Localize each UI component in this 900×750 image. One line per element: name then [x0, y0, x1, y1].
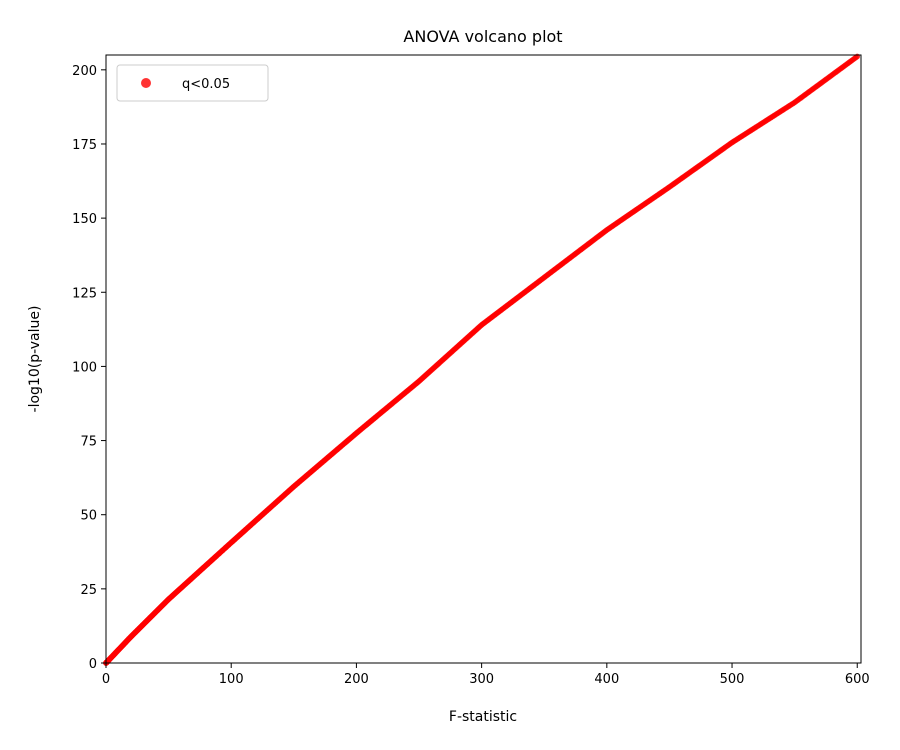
x-tick-label: 400 [594, 672, 619, 687]
x-tick-label: 600 [845, 672, 870, 687]
x-axis: 0 100 200 300 400 500 600 [102, 663, 870, 687]
y-tick-label: 75 [80, 435, 97, 450]
y-tick-label: 150 [72, 212, 97, 227]
x-tick-label: 200 [344, 672, 369, 687]
legend-marker [141, 78, 151, 88]
x-tick-label: 0 [102, 672, 110, 687]
chart-title: ANOVA volcano plot [403, 27, 562, 46]
y-tick-label: 50 [80, 509, 97, 524]
y-tick-label: 125 [72, 286, 97, 301]
x-tick-label: 500 [720, 672, 745, 687]
y-axis-label: -log10(p-value) [27, 306, 43, 413]
legend: q<0.05 [116, 64, 269, 102]
y-tick-label: 175 [72, 138, 97, 153]
x-axis-label: F-statistic [449, 709, 517, 725]
y-tick-label: 100 [72, 360, 97, 375]
legend-label: q<0.05 [182, 77, 230, 92]
y-tick-label: 25 [80, 583, 97, 598]
y-axis: 0 25 50 75 100 125 150 175 200 [72, 64, 106, 672]
y-tick-label: 200 [72, 64, 97, 79]
scatter-points [103, 53, 861, 666]
plot-frame [105, 54, 862, 664]
y-tick-label: 0 [89, 657, 97, 672]
legend-box [116, 64, 269, 102]
x-tick-label: 100 [219, 672, 244, 687]
x-tick-label: 300 [469, 672, 494, 687]
